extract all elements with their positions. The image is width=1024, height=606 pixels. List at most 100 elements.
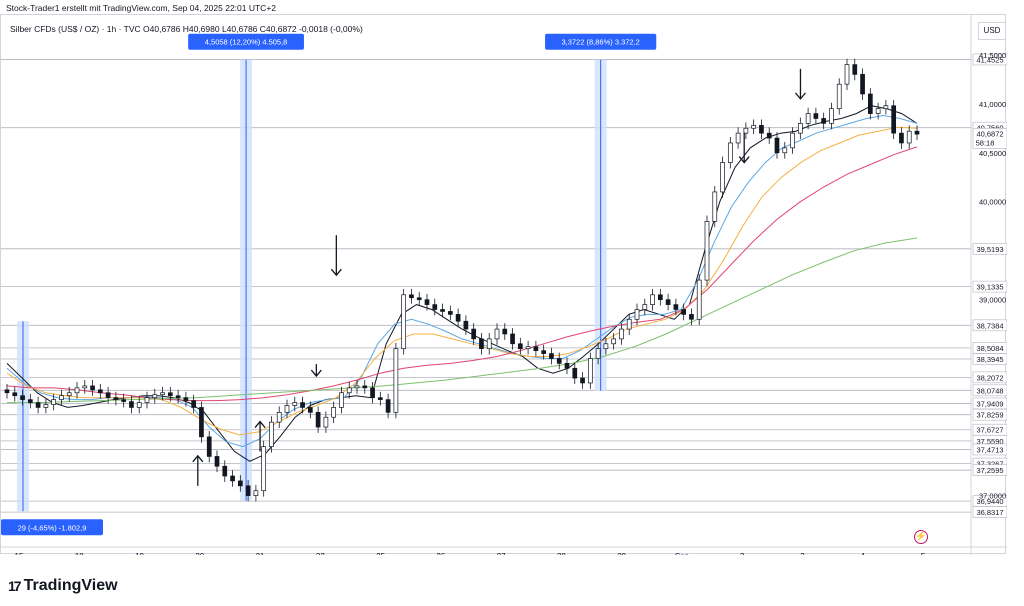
candle-body [665, 299, 671, 305]
candle-body [323, 416, 329, 428]
candle-body [735, 132, 741, 144]
candle-body [657, 294, 663, 301]
candle-body [261, 446, 267, 492]
ma-orange-line [6, 126, 918, 436]
candle-body [292, 402, 298, 406]
candle-body [782, 147, 788, 154]
x-tick-label: 5 [921, 552, 926, 555]
candle-body [829, 108, 834, 124]
x-tick-label: 22 [316, 552, 325, 555]
price-chart[interactable]: 41,452540,756039,519339,133538,738438,50… [1, 15, 1007, 555]
measure-label-box [545, 33, 657, 50]
candle-body [611, 338, 617, 345]
x-tick-label: 21 [256, 552, 265, 555]
candle-body [681, 309, 687, 315]
candle-body [12, 392, 18, 397]
lightning-icon[interactable]: ⚡ [914, 530, 928, 544]
price-level-label: 37,3267 [976, 460, 1003, 469]
candle-body [564, 363, 570, 369]
candle-body [385, 399, 391, 413]
price-level-tag [972, 384, 1007, 397]
candle-body [432, 304, 438, 310]
price-level-label: 37,4713 [976, 445, 1003, 454]
candle-body [300, 402, 305, 408]
candle-body [27, 399, 33, 403]
candle-body [160, 392, 165, 396]
price-level-tag [972, 371, 1007, 384]
candle-body [191, 400, 197, 408]
measure-label: 29 (-4,65%) -1.802,9 [18, 523, 87, 532]
candle-body [121, 399, 127, 402]
candle-body [331, 407, 337, 418]
tradingview-logo[interactable]: 17 TradingView [8, 576, 118, 596]
price-level-label: 37,6727 [976, 426, 1003, 435]
y-tick-label: 40,5000 [979, 149, 1006, 158]
candle-body [696, 279, 702, 320]
candle-body [253, 490, 259, 496]
candle-body [113, 397, 119, 400]
candle-body [689, 314, 694, 320]
arrow-down-icon [310, 369, 322, 378]
candle-body [494, 328, 500, 340]
candle-body [66, 392, 72, 397]
y-tick-label: 40,0000 [979, 198, 1006, 207]
candle-body [183, 397, 189, 401]
candle-body [867, 93, 873, 114]
candle-body [914, 130, 920, 135]
x-tick-label: 2 [740, 552, 745, 555]
candle-body [307, 407, 313, 413]
candle-body [206, 436, 212, 457]
price-level-label: 37,2595 [976, 466, 1003, 475]
ma-red-line [6, 146, 918, 402]
price-level-label: 38,0748 [976, 386, 1003, 395]
candle-body [549, 353, 554, 359]
candle-body [129, 401, 134, 408]
candle-body [891, 105, 897, 134]
candle-body [836, 83, 842, 110]
candle-body [634, 309, 640, 320]
candle-body [766, 132, 772, 139]
candle-body [144, 397, 150, 403]
price-level-tag [972, 408, 1007, 421]
measure-label-box [1, 519, 103, 536]
x-tick-label: 25 [376, 552, 385, 555]
candle-body [370, 387, 375, 399]
candle-body [673, 304, 679, 310]
ma-green-line [7, 237, 918, 404]
candle-body [447, 311, 453, 315]
candle-body [704, 220, 710, 281]
price-level-label: 37,9409 [976, 399, 1003, 408]
candle-body [479, 338, 484, 350]
y-tick-label: 37,0000 [979, 492, 1006, 501]
chart-frame[interactable]: 41,452540,756039,519339,133538,738438,50… [0, 14, 1007, 555]
price-level-label: 36,8317 [976, 508, 1003, 517]
candle-body [222, 465, 228, 477]
candle-body [59, 395, 64, 400]
price-level-label: 38,5084 [976, 344, 1003, 353]
candle-body [580, 377, 585, 384]
y-tick-label: 39,0000 [979, 296, 1006, 305]
price-level-tag [972, 443, 1007, 456]
candle-body [727, 142, 733, 163]
candle-body [642, 304, 648, 310]
current-price-tag [972, 128, 1007, 149]
candle-body [743, 127, 749, 134]
candle-body [502, 328, 508, 335]
candle-body [416, 297, 422, 301]
symbol-legend: Silber CFDs (US$ / OZ) · 1h · TVC O40,67… [10, 24, 363, 34]
arrow-down-icon [330, 268, 342, 277]
price-level-tag [972, 353, 1007, 365]
x-tick-label: 28 [557, 552, 566, 555]
candle-body [533, 346, 539, 351]
candle-body [759, 124, 764, 134]
ma-blue-line [6, 114, 918, 448]
candle-body [269, 421, 274, 447]
candle-body [595, 348, 601, 359]
y-tick-label: 41,5000 [979, 51, 1006, 60]
currency-selector[interactable]: USD [978, 22, 1006, 40]
candle-body [774, 137, 780, 154]
price-level-label: 41,4525 [976, 55, 1003, 64]
candle-body [463, 320, 469, 330]
candle-body [4, 389, 10, 394]
candle-body [284, 405, 290, 413]
